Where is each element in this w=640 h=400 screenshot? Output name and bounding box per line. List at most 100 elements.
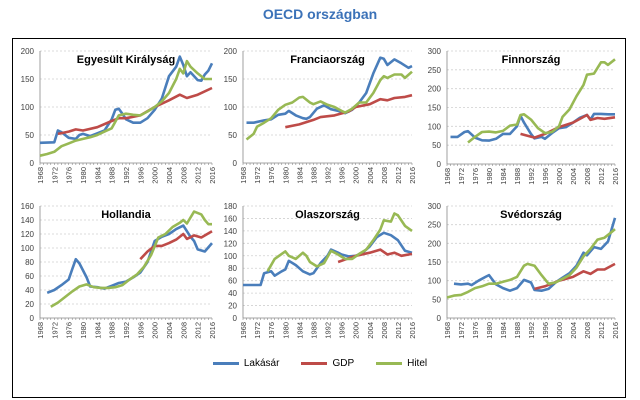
x-tick-label: 2008 [380,322,389,339]
y-tick-label: 250 [428,221,442,230]
series-line-hitel [467,58,616,144]
x-tick-label: 1972 [253,322,262,339]
x-tick-label: 2004 [165,167,174,184]
x-tick-label: 1988 [108,322,117,339]
y-tick-label: 100 [224,252,238,261]
x-tick-label: 2008 [583,322,592,339]
x-tick-label: 2012 [194,322,203,339]
y-tick-label: 100 [428,122,442,131]
x-tick-label: 2004 [366,167,375,184]
x-tick-label: 2016 [611,168,620,185]
legend-swatch [212,362,239,365]
legend-label: Hitel [407,358,428,369]
x-tick-label: 1972 [457,322,466,339]
y-tick-label: 120 [21,230,35,239]
y-tick-label: 160 [21,202,35,211]
y-tick-label: 0 [437,314,442,323]
x-tick-label: 1984 [295,322,304,339]
series-line-lakásár [246,56,413,124]
y-tick-label: 180 [224,202,238,211]
panel-title: Franciaország [290,54,365,66]
series-line-hitel [50,210,212,308]
legend-item-lakasar: Lakásár [212,358,280,369]
x-tick-label: 1988 [309,322,318,339]
x-tick-label: 2000 [151,322,160,339]
series-line-gdp [139,230,213,261]
x-tick-label: 2000 [555,322,564,339]
x-tick-label: 2016 [208,322,217,339]
x-tick-label: 2008 [380,167,389,184]
x-tick-label: 2016 [408,167,417,184]
x-tick-label: 1972 [457,168,466,185]
x-tick-label: 1972 [50,167,59,184]
x-tick-label: 1996 [136,167,145,184]
y-tick-label: 150 [428,258,442,267]
x-tick-label: 1976 [267,322,276,339]
x-tick-label: 1968 [443,168,452,185]
panel-title: Hollandia [101,209,151,221]
y-tick-label: 50 [432,295,441,304]
legend-item-hitel: Hitel [376,358,427,369]
x-tick-label: 1984 [499,168,508,185]
x-tick-label: 1968 [443,322,452,339]
x-tick-label: 1972 [253,167,262,184]
x-tick-label: 2016 [611,322,620,339]
x-tick-label: 1988 [309,167,318,184]
y-tick-label: 100 [21,103,35,112]
x-tick-label: 2004 [569,168,578,185]
y-tick-label: 150 [224,75,238,84]
chart-frame [12,38,626,398]
y-tick-label: 20 [228,302,237,311]
series-line-lakásár [243,231,413,287]
y-tick-label: 0 [233,314,238,323]
x-tick-label: 1972 [50,322,59,339]
chart-title: OECD országban [262,6,378,22]
x-tick-label: 2000 [352,167,361,184]
series-line-hitel [245,70,413,141]
panel: 0 20 40 60 80 100 120 140 160 1968 1972 1976 1980 198… [21,202,217,339]
x-tick-label: 2012 [394,322,403,339]
x-tick-label: 1988 [513,322,522,339]
x-tick-label: 1980 [485,322,494,339]
panel-title: Egyesült Királyság [77,54,175,66]
x-tick-label: 2000 [352,322,361,339]
series-line-lakásár [39,55,214,145]
x-tick-label: 1980 [79,167,88,184]
legend-item-gdp: GDP [301,358,354,369]
y-tick-label: 100 [428,277,442,286]
x-tick-label: 2012 [394,167,403,184]
y-tick-label: 100 [224,103,238,112]
legend-swatch [376,362,403,365]
panel: 0 50 100 150 200 250 300 1968 1972 1976 1980 1984 19… [428,47,620,185]
legend: Lakásár GDP Hitel [0,358,640,369]
x-tick-label: 1976 [471,168,480,185]
y-tick-label: 120 [224,239,238,248]
panel-title: Svédország [500,209,562,221]
x-tick-label: 1996 [338,167,347,184]
x-tick-label: 1984 [93,167,102,184]
x-tick-label: 1980 [79,322,88,339]
x-tick-label: 1992 [527,168,536,185]
x-tick-label: 1992 [527,322,536,339]
x-tick-label: 2004 [569,322,578,339]
y-tick-label: 0 [30,159,35,168]
y-tick-label: 50 [228,131,237,140]
series-line-gdp [520,113,616,139]
y-tick-label: 50 [25,131,34,140]
x-tick-label: 1976 [65,167,74,184]
x-tick-label: 1996 [541,322,550,339]
y-tick-label: 40 [228,289,237,298]
x-tick-label: 1992 [122,167,131,184]
y-tick-label: 150 [428,104,442,113]
x-tick-label: 2000 [151,167,160,184]
panel: 0 50 100 150 200 1968 1972 1976 1980 1984 1988 1992… [21,47,217,184]
legend-label: Lakásár [243,358,280,369]
series-line-hitel [266,212,413,272]
x-tick-label: 2004 [165,322,174,339]
legend-swatch [301,362,328,365]
series-line-hitel [446,228,616,299]
x-tick-label: 1996 [541,168,550,185]
x-tick-label: 2000 [555,168,564,185]
x-tick-label: 1996 [338,322,347,339]
